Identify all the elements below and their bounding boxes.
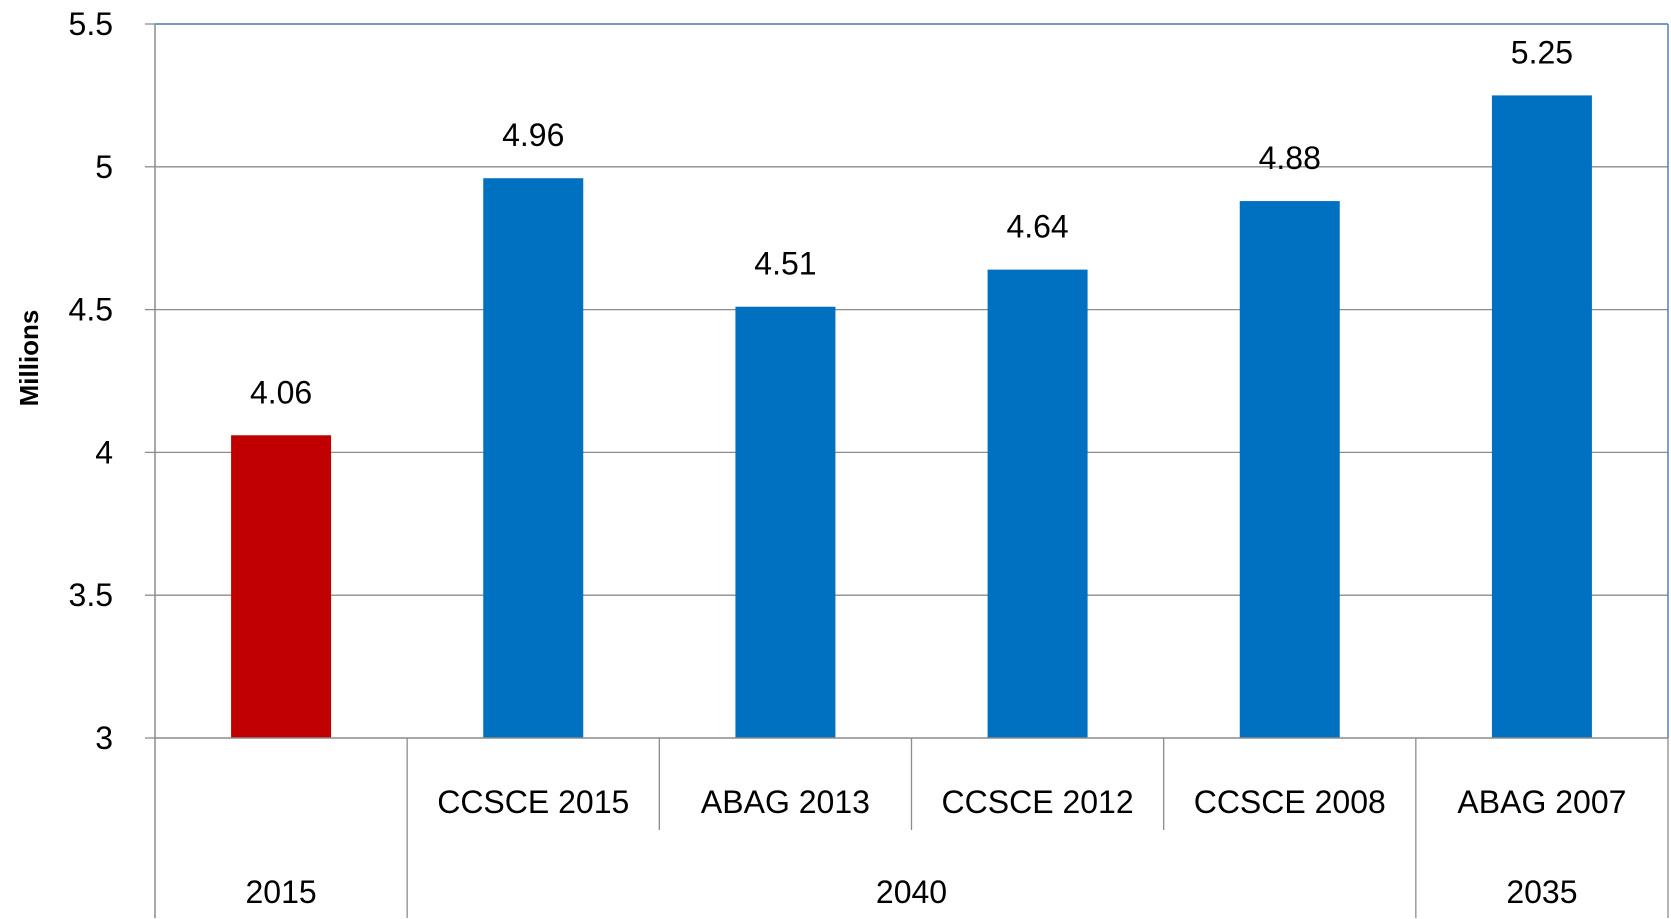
bar: [735, 306, 836, 738]
data-label: 4.06: [250, 374, 312, 410]
data-label: 4.96: [502, 117, 564, 153]
y-tick-label: 3.5: [69, 577, 113, 613]
data-label: 5.25: [1511, 34, 1573, 70]
y-tick-label: 5: [95, 149, 113, 185]
y-tick-label: 3: [95, 720, 113, 756]
data-labels: 4.06 4.96 4.51 4.64 4.88 5.25: [250, 34, 1573, 410]
y-tick-labels: 3 3.5 4 4.5 5 5.5: [69, 6, 113, 756]
bar: [1239, 201, 1340, 738]
bar: [231, 435, 332, 738]
bar: [483, 178, 584, 738]
y-tick-label: 5.5: [69, 6, 113, 42]
group-label: 2035: [1506, 874, 1577, 910]
bar: [987, 269, 1088, 738]
category-label: CCSCE 2012: [942, 784, 1134, 820]
data-label: 4.64: [1006, 209, 1068, 245]
bars: [231, 95, 1592, 738]
axes: [145, 23, 1669, 918]
data-label: 4.88: [1259, 140, 1321, 176]
bar: [1491, 95, 1592, 738]
category-label: ABAG 2007: [1457, 784, 1626, 820]
category-label: CCSCE 2008: [1194, 784, 1386, 820]
group-label: 2015: [245, 874, 316, 910]
gridlines: [155, 23, 1668, 596]
group-label: 2040: [876, 874, 947, 910]
category-label: ABAG 2013: [701, 784, 870, 820]
y-tick-label: 4.5: [69, 292, 113, 328]
category-label: CCSCE 2015: [437, 784, 629, 820]
y-axis-label: Millions: [14, 310, 44, 407]
data-label: 4.51: [754, 246, 816, 282]
y-tick-label: 4: [95, 434, 113, 470]
category-labels: CCSCE 2015 ABAG 2013 CCSCE 2012 CCSCE 2008 A…: [245, 784, 1626, 910]
